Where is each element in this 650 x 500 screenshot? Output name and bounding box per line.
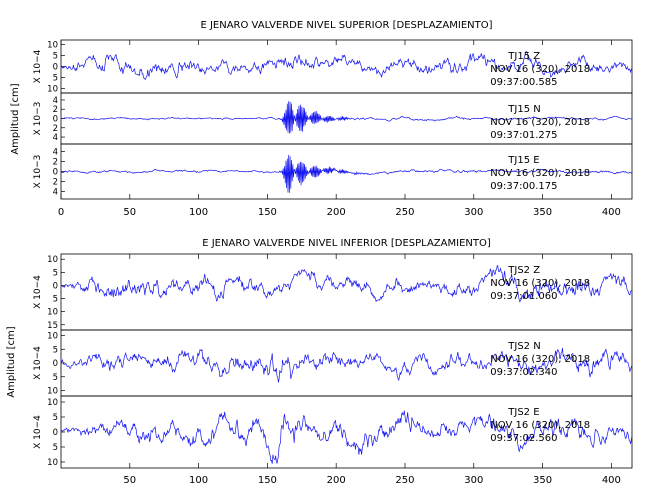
trace-tj15-n: [60, 101, 632, 134]
x-tick-label: 50: [123, 207, 136, 218]
y-tick-label: 5: [53, 443, 58, 453]
x-tick-label: 150: [258, 475, 277, 486]
track-tjs2-e: 10 5 0 5 10 X 10−4 TJS2 E NOV 16 (320), 2018 09:…: [33, 395, 633, 469]
y-tick-label: 10: [47, 387, 58, 397]
y-axis-label: Amplitud [cm]: [10, 83, 21, 154]
panel-title: E JENARO VALVERDE NIVEL INFERIOR [DESPLA…: [202, 238, 491, 249]
trace-tjs2-z: [60, 265, 633, 303]
y-tick-label: 0: [53, 115, 58, 125]
time-label: 09:37:02.560: [490, 433, 557, 444]
x-tick-label: 200: [327, 475, 346, 486]
date-label: NOV 16 (320), 2018: [490, 64, 590, 75]
y-tick-label: 10: [47, 85, 58, 95]
x-tick-label: 250: [395, 207, 414, 218]
y-tick-label: 0: [53, 359, 58, 369]
y-tick-label: 10: [47, 40, 58, 50]
x-tick-label: 50: [123, 475, 136, 486]
date-label: NOV 16 (320), 2018: [490, 117, 590, 128]
panel-inferior: E JENARO VALVERDE NIVEL INFERIOR [DESPLA…: [6, 238, 633, 486]
y-tick-label: 5: [53, 268, 58, 278]
time-label: 09:37:01.060: [490, 291, 557, 302]
x-tick-label: 350: [533, 475, 552, 486]
x-tick-label: 350: [533, 207, 552, 218]
trace-tj15-e: [60, 154, 632, 193]
track-frame: [60, 395, 633, 469]
y-tick-label: 0: [53, 428, 58, 438]
x-tick-label: 100: [189, 475, 208, 486]
date-label: NOV 16 (320), 2018: [490, 168, 590, 179]
track-tjs2-n: 10 5 0 5 10 X 10−4 TJS2 N NOV 16 (320), 2018 09:…: [33, 329, 633, 397]
y-tick-label: 10: [47, 332, 58, 342]
date-label: NOV 16 (320), 2018: [490, 278, 590, 289]
x-tick-label: 250: [395, 475, 414, 486]
x-tick-label: 400: [602, 207, 621, 218]
y-tick-label: 4: [53, 96, 58, 106]
y-tick-label: 2: [53, 124, 58, 134]
panel-title: E JENARO VALVERDE NIVEL SUPERIOR [DESPLA…: [200, 20, 492, 31]
x-tick-label: 300: [464, 207, 483, 218]
y-tick-label: 2: [53, 178, 58, 188]
y-tick-label: 0: [53, 63, 58, 73]
station-label: TJ15 E: [507, 155, 539, 166]
y-tick-label: 0: [53, 281, 58, 291]
y-tick-label: 5: [53, 345, 58, 355]
track-tjs2-z: 10 5 0 5 10 15 X 10−4 TJS2 Z NOV 16 (320), 2018 0…: [33, 253, 633, 331]
y-tick-label: 0: [53, 168, 58, 178]
scale-label: X 10−4: [33, 415, 43, 449]
trace-tj15-z: [60, 51, 633, 80]
time-label: 09:37:02.340: [490, 367, 557, 378]
y-tick-label: 2: [53, 105, 58, 115]
date-label: NOV 16 (320), 2018: [490, 420, 590, 431]
station-label: TJ15 N: [507, 104, 540, 115]
station-label: TJ15 Z: [507, 51, 540, 62]
y-tick-label: 5: [53, 51, 58, 61]
x-tick-label: 300: [464, 475, 483, 486]
scale-label: X 10−4: [33, 275, 43, 309]
x-tick-label: 100: [189, 207, 208, 218]
y-tick-label: 4: [53, 188, 58, 198]
date-label: NOV 16 (320), 2018: [490, 354, 590, 365]
x-tick-label: 400: [602, 475, 621, 486]
time-label: 09:37:00.175: [490, 181, 557, 192]
time-label: 09:37:01.275: [490, 130, 557, 141]
trace-tjs2-e: [60, 410, 633, 464]
y-tick-label: 5: [53, 74, 58, 84]
station-label: TJS2 E: [507, 407, 539, 418]
y-tick-label: 5: [53, 295, 58, 305]
y-tick-label: 5: [53, 413, 58, 423]
scale-label: X 10−3: [33, 155, 43, 189]
y-tick-label: 10: [47, 458, 58, 468]
x-tick-label: 0: [58, 207, 64, 218]
y-tick-label: 4: [53, 133, 58, 143]
scale-label: X 10−4: [33, 346, 43, 380]
y-tick-label: 2: [53, 158, 58, 168]
trace-tjs2-n: [60, 347, 633, 383]
y-tick-label: 5: [53, 373, 58, 383]
station-label: TJS2 Z: [507, 265, 540, 276]
station-label: TJS2 N: [507, 341, 540, 352]
time-label: 09:37:00.585: [490, 77, 557, 88]
y-tick-label: 15: [47, 321, 58, 331]
scale-label: X 10−4: [33, 49, 43, 83]
y-tick-label: 4: [53, 148, 58, 158]
y-tick-label: 10: [47, 308, 58, 318]
panel-superior: E JENARO VALVERDE NIVEL SUPERIOR [DESPLA…: [10, 20, 633, 218]
y-tick-label: 10: [47, 398, 58, 408]
x-tick-label: 200: [327, 207, 346, 218]
y-axis-label: Amplitud [cm]: [6, 326, 17, 397]
scale-label: X 10−3: [33, 102, 43, 136]
y-tick-label: 10: [47, 255, 58, 265]
x-tick-label: 150: [258, 207, 277, 218]
